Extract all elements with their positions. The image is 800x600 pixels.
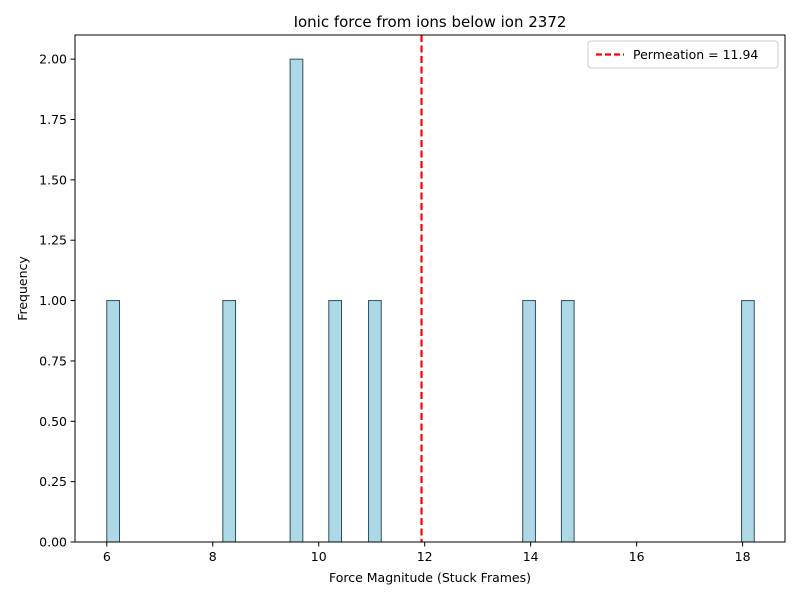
x-tick-label: 18 [735,549,751,564]
histogram-bar [741,300,755,543]
histogram-bar [368,300,382,543]
y-tick-label: 1.25 [39,233,67,248]
histogram-bar [328,300,343,543]
histogram-bar [560,300,575,543]
y-tick-label: 2.00 [39,52,67,67]
x-tick-label: 16 [629,549,645,564]
plot-frame [74,34,786,543]
legend-label: Permeation = 11.94 [633,47,758,62]
legend: Permeation = 11.94 [587,40,779,69]
histogram-bar [106,300,121,543]
histogram-bar [222,300,237,543]
x-axis-ticks: 6 8 10 12 14 16 18 [103,542,751,564]
y-tick-label: 1.75 [39,112,67,127]
histogram-bars [106,58,755,543]
histogram-bar [289,58,304,543]
y-tick-label: 1.50 [39,172,67,187]
y-tick-label: 0.00 [39,535,67,550]
y-tick-label: 0.75 [39,353,67,368]
y-tick-label: 0.50 [39,414,67,429]
chart-title: Ionic force from ions below ion 2372 [294,13,567,31]
x-tick-label: 12 [417,549,433,564]
x-tick-label: 6 [103,549,111,564]
y-tick-label: 0.25 [39,474,67,489]
x-tick-label: 10 [311,549,327,564]
x-axis-label: Force Magnitude (Stuck Frames) [329,570,531,585]
y-axis-ticks: 0.00 0.25 0.50 0.75 1.00 1.25 1.50 1.75 2.00 [39,52,75,550]
legend-box [587,40,779,69]
x-tick-label: 14 [523,549,539,564]
x-tick-label: 8 [209,549,217,564]
histogram-bar [522,300,536,543]
y-tick-label: 1.00 [39,293,67,308]
y-axis-label: Frequency [15,256,30,321]
